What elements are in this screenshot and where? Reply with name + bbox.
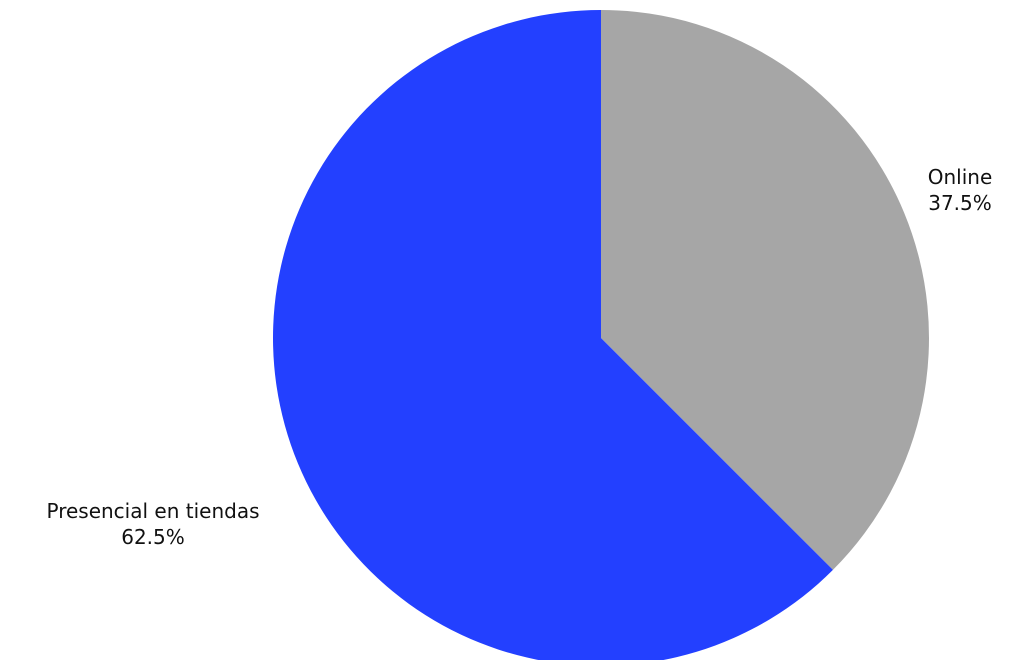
slice-value-label-online: 37.5% [928, 191, 992, 215]
slice-label-presencial-en-tiendas: Presencial en tiendas [46, 499, 259, 523]
slice-label-online: Online [928, 165, 993, 189]
pie-slice-presencial-en-tiendas [273, 10, 833, 660]
pie-slice-online [601, 10, 929, 570]
slice-value-label-presencial-en-tiendas: 62.5% [121, 525, 185, 549]
